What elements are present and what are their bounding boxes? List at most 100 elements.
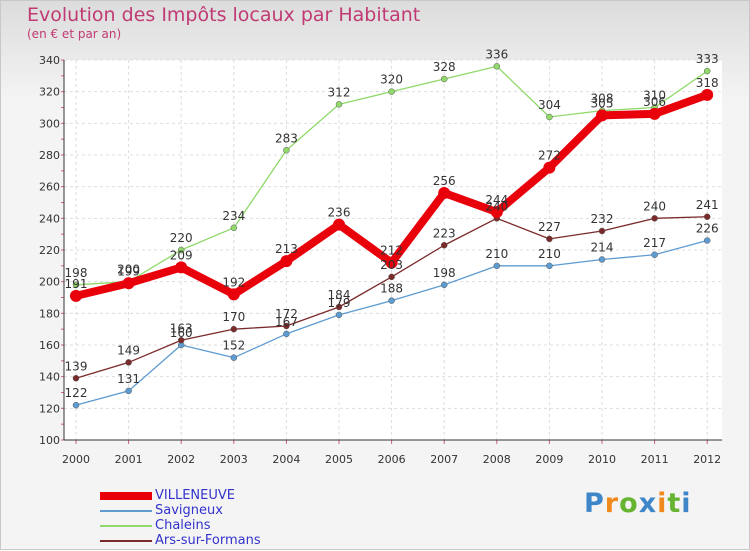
data-point-chaleins bbox=[493, 63, 501, 70]
x-tick-label: 2000 bbox=[62, 453, 90, 466]
legend-label: VILLENEUVE bbox=[155, 488, 235, 503]
data-point-villeneuve bbox=[490, 206, 503, 218]
data-label-ars-sur-formans: 240 bbox=[485, 199, 508, 213]
logo-letter: i bbox=[681, 488, 692, 519]
x-tick-label: 2004 bbox=[272, 453, 300, 466]
data-point-ars-sur-formans bbox=[72, 375, 80, 382]
data-label-savigneux: 167 bbox=[275, 315, 298, 329]
logo-letter: r bbox=[604, 488, 620, 519]
data-label-villeneuve: 213 bbox=[275, 242, 298, 256]
data-label-chaleins: 220 bbox=[170, 231, 193, 245]
data-point-villeneuve bbox=[122, 277, 135, 290]
y-tick-label: 160 bbox=[39, 339, 60, 352]
data-label-chaleins: 336 bbox=[485, 47, 508, 61]
data-label-chaleins: 328 bbox=[433, 60, 456, 74]
logo-letter: i bbox=[657, 488, 668, 519]
data-label-savigneux: 131 bbox=[117, 372, 140, 386]
data-label-savigneux: 122 bbox=[65, 386, 88, 400]
data-point-ars-sur-formans bbox=[546, 235, 553, 243]
data-label-ars-sur-formans: 163 bbox=[170, 321, 193, 335]
data-point-villeneuve bbox=[648, 107, 661, 120]
data-point-ars-sur-formans bbox=[177, 337, 185, 344]
data-label-ars-sur-formans: 172 bbox=[275, 307, 298, 321]
data-label-villeneuve: 318 bbox=[696, 76, 719, 90]
data-label-villeneuve: 192 bbox=[222, 275, 245, 289]
data-point-chaleins bbox=[703, 67, 711, 75]
data-label-chaleins: 308 bbox=[591, 92, 614, 106]
data-point-savigneux bbox=[335, 311, 343, 319]
data-label-villeneuve: 272 bbox=[538, 149, 561, 163]
data-point-villeneuve bbox=[333, 218, 345, 231]
data-label-chaleins: 234 bbox=[222, 209, 245, 223]
data-label-chaleins: 312 bbox=[328, 85, 351, 99]
x-tick-label: 2011 bbox=[641, 453, 669, 466]
data-label-ars-sur-formans: 203 bbox=[380, 258, 403, 272]
x-tick-label: 2012 bbox=[693, 453, 721, 466]
data-label-villeneuve: 212 bbox=[380, 244, 403, 258]
data-point-ars-sur-formans bbox=[335, 303, 343, 311]
legend-label: Savigneux bbox=[155, 503, 223, 518]
data-point-ars-sur-formans bbox=[598, 227, 606, 235]
chart-subtitle: (en € et par an) bbox=[27, 27, 122, 41]
y-tick-label: 180 bbox=[39, 307, 60, 320]
data-point-ars-sur-formans bbox=[230, 325, 238, 333]
y-tick-label: 240 bbox=[39, 212, 60, 225]
data-label-villeneuve: 209 bbox=[170, 248, 193, 262]
data-point-chaleins bbox=[440, 75, 448, 83]
data-point-chaleins bbox=[283, 147, 290, 154]
data-point-savigneux bbox=[598, 256, 606, 263]
x-tick-label: 2006 bbox=[378, 453, 406, 466]
data-label-ars-sur-formans: 170 bbox=[222, 310, 245, 324]
y-tick-label: 280 bbox=[39, 149, 60, 162]
data-point-villeneuve bbox=[385, 256, 398, 269]
data-point-ars-sur-formans bbox=[703, 213, 711, 220]
data-point-villeneuve bbox=[280, 255, 293, 268]
y-tick-label: 120 bbox=[39, 402, 60, 415]
data-label-chaleins: 304 bbox=[538, 98, 561, 112]
legend-swatch bbox=[100, 525, 152, 527]
data-label-chaleins: 310 bbox=[643, 89, 666, 103]
data-label-ars-sur-formans: 240 bbox=[643, 199, 666, 213]
data-point-savigneux bbox=[651, 251, 658, 258]
y-tick-label: 220 bbox=[39, 244, 60, 257]
x-tick-label: 2005 bbox=[325, 453, 353, 466]
logo-letter: x bbox=[638, 488, 658, 519]
legend-swatch bbox=[100, 540, 152, 542]
chart-title: Evolution des Impôts locaux par Habitant bbox=[27, 4, 421, 26]
data-point-ars-sur-formans bbox=[388, 273, 395, 281]
data-label-savigneux: 226 bbox=[696, 222, 719, 236]
data-point-savigneux bbox=[72, 401, 80, 409]
data-label-savigneux: 160 bbox=[170, 326, 193, 340]
data-label-villeneuve: 191 bbox=[65, 277, 88, 291]
data-point-chaleins bbox=[546, 113, 553, 121]
data-point-villeneuve bbox=[227, 288, 240, 301]
x-tick-label: 2010 bbox=[588, 453, 616, 466]
data-label-ars-sur-formans: 227 bbox=[538, 220, 561, 234]
data-point-chaleins bbox=[177, 246, 185, 254]
data-label-ars-sur-formans: 184 bbox=[328, 288, 351, 302]
data-point-savigneux bbox=[546, 262, 553, 270]
data-label-villeneuve: 199 bbox=[117, 264, 140, 278]
legend-swatch bbox=[100, 510, 152, 512]
data-point-chaleins bbox=[335, 101, 343, 108]
data-point-villeneuve bbox=[596, 109, 608, 122]
data-label-ars-sur-formans: 232 bbox=[591, 212, 614, 226]
data-point-savigneux bbox=[230, 354, 238, 361]
data-label-villeneuve: 236 bbox=[328, 206, 351, 220]
data-label-chaleins: 200 bbox=[117, 263, 140, 277]
x-tick-label: 2009 bbox=[535, 453, 563, 466]
data-point-villeneuve bbox=[438, 187, 451, 199]
data-point-ars-sur-formans bbox=[283, 322, 290, 330]
data-point-savigneux bbox=[440, 281, 448, 289]
legend-label: Ars-sur-Formans bbox=[155, 533, 261, 548]
data-point-savigneux bbox=[125, 387, 132, 395]
data-label-chaleins: 283 bbox=[275, 131, 298, 145]
y-tick-label: 200 bbox=[39, 276, 60, 289]
logo-letter: t bbox=[667, 488, 682, 519]
data-label-savigneux: 214 bbox=[591, 241, 614, 255]
data-label-chaleins: 198 bbox=[65, 266, 88, 280]
data-label-chaleins: 320 bbox=[380, 73, 403, 87]
logo-letter: o bbox=[619, 488, 639, 519]
y-tick-label: 320 bbox=[39, 86, 60, 99]
legend-label: Chaleins bbox=[155, 518, 211, 533]
